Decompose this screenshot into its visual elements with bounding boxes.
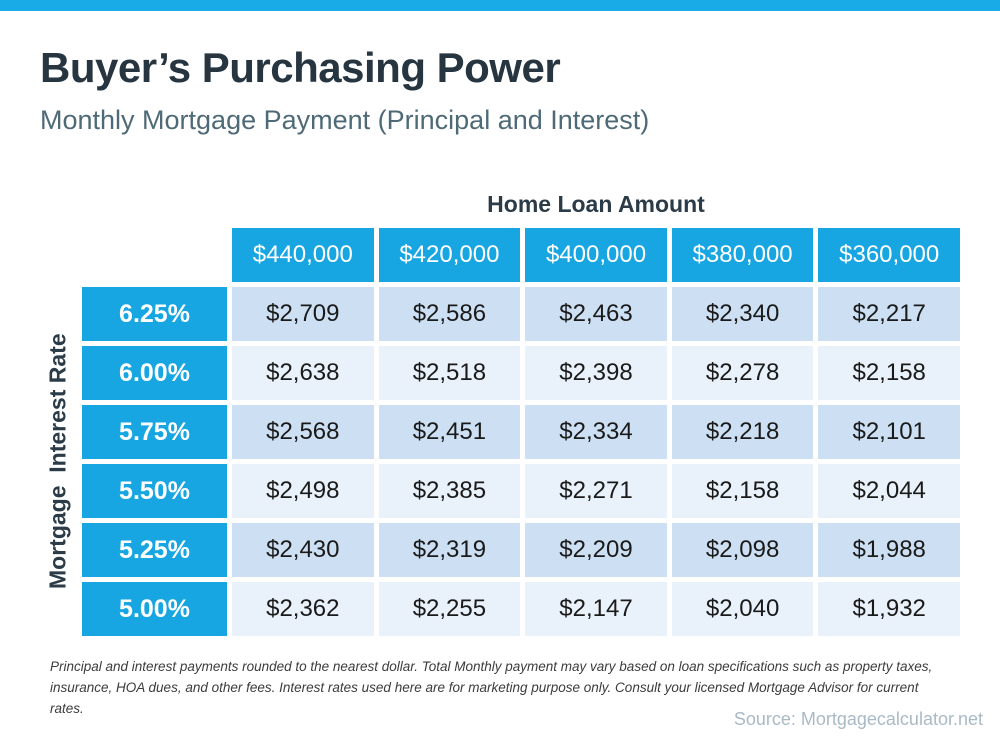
home-loan-amount-label: Home Loan Amount [487, 191, 705, 217]
payment-cell: $2,385 [378, 464, 521, 518]
payment-cell: $2,158 [671, 464, 814, 518]
payment-cell: $2,463 [525, 287, 667, 341]
payment-cell: $2,040 [671, 582, 814, 636]
loan-amount-column-header: $360,000 [818, 228, 960, 282]
payment-cell: $2,430 [232, 523, 374, 577]
payment-cell: $2,158 [818, 346, 960, 400]
page-subtitle: Monthly Mortgage Payment (Principal and … [40, 105, 650, 135]
payment-cell: $2,147 [525, 582, 667, 636]
payment-cell: $2,334 [525, 405, 667, 459]
source-attribution: Source: Mortgagecalculator.net [733, 709, 983, 729]
payment-cell: $1,932 [818, 582, 960, 636]
payment-cell: $2,586 [378, 287, 521, 341]
payment-cell: $2,451 [378, 405, 521, 459]
loan-amount-column-header: $380,000 [671, 228, 814, 282]
payment-cell: $2,340 [671, 287, 814, 341]
payment-cell: $2,217 [818, 287, 960, 341]
payment-cell: $2,319 [378, 523, 521, 577]
disclaimer-footnote: Principal and interest payments rounded … [50, 659, 933, 716]
loan-amount-column-header: $440,000 [232, 228, 374, 282]
payment-cell: $1,988 [818, 523, 960, 577]
payment-cell: $2,709 [232, 287, 374, 341]
interest-rate-row-header: 5.25% [82, 523, 227, 577]
payment-cell: $2,518 [378, 346, 521, 400]
interest-rate-row-header: 6.00% [82, 346, 227, 400]
payment-cell: $2,098 [671, 523, 814, 577]
payment-cell: $2,255 [378, 582, 521, 636]
payment-cell: $2,271 [525, 464, 667, 518]
payment-cell: $2,218 [671, 405, 814, 459]
loan-amount-column-header: $400,000 [525, 228, 667, 282]
payment-cell: $2,362 [232, 582, 374, 636]
interest-rate-row-header: 5.75% [82, 405, 227, 459]
mortgage-payment-table: $440,000 $420,000 $400,000 $380,000 $360,000… [82, 228, 960, 636]
mortgage-interest-rate-label: Mortgage Interest Rate [44, 333, 71, 589]
payment-cell: $2,498 [232, 464, 374, 518]
interest-rate-row-header: 6.25% [82, 287, 227, 341]
payment-cell: $2,638 [232, 346, 374, 400]
payment-cell: $2,209 [525, 523, 667, 577]
top-accent-bar [0, 0, 1000, 11]
payment-cell: $2,278 [671, 346, 814, 400]
payment-cell: $2,101 [818, 405, 960, 459]
interest-rate-row-header: 5.00% [82, 582, 227, 636]
table-corner-cell [82, 228, 227, 282]
loan-amount-column-header: $420,000 [378, 228, 521, 282]
payment-cell: $2,044 [818, 464, 960, 518]
interest-rate-row-header: 5.50% [82, 464, 227, 518]
payment-cell: $2,568 [232, 405, 374, 459]
payment-cell: $2,398 [525, 346, 667, 400]
page-title: Buyer’s Purchasing Power [40, 44, 561, 91]
